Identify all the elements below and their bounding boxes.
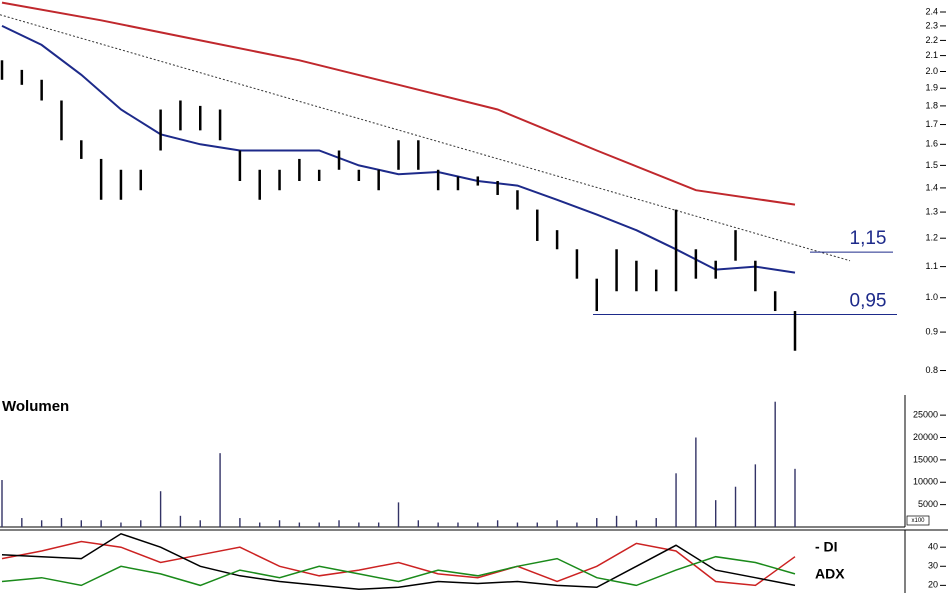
- volume-bar: [437, 522, 439, 527]
- y-tick-label: 1.4: [925, 182, 938, 192]
- volume-bar: [635, 520, 638, 527]
- volume-bar: [536, 522, 538, 527]
- volume-bar: [60, 518, 63, 527]
- volume-bar: [1, 480, 3, 527]
- volume-bar: [496, 520, 499, 527]
- volume-bar: [774, 401, 776, 527]
- y-tick-label: 1.2: [925, 233, 938, 243]
- volume-bar: [715, 500, 717, 527]
- y-tick-label: 5000: [918, 499, 938, 509]
- y-tick-label: 10000: [913, 477, 938, 487]
- unit-box: [906, 515, 930, 526]
- volume-bar: [596, 518, 598, 527]
- volume-bar: [358, 522, 360, 527]
- volume-bar: [695, 437, 697, 527]
- y-tick-label: 15000: [913, 454, 938, 464]
- y-tick-label: 0.8: [925, 365, 938, 375]
- y-tick-label: 1.3: [925, 206, 938, 216]
- y-tick-label: 2.4: [925, 6, 938, 16]
- volume-bar: [754, 464, 757, 527]
- y-tick-label: 25000: [913, 410, 938, 420]
- y-tick-label: 1.5: [925, 160, 938, 170]
- volume-bar: [377, 522, 380, 527]
- volume-bar: [80, 520, 82, 527]
- volume-bar: [298, 522, 301, 527]
- volume-bar: [159, 491, 162, 527]
- y-tick-label: 1.8: [925, 100, 938, 110]
- volume-bar: [40, 520, 43, 527]
- volume-bar: [120, 522, 122, 527]
- volume-bar: [516, 522, 519, 527]
- volume-bar: [140, 520, 142, 527]
- volume-bar: [477, 522, 479, 527]
- y-tick-label: 2.0: [925, 66, 938, 76]
- volume-bar: [100, 520, 102, 527]
- y-tick-label: 2.3: [925, 20, 938, 30]
- volume-bar: [278, 520, 281, 527]
- volume-bar: [219, 453, 221, 527]
- volume-bar: [794, 468, 796, 527]
- volume-bar: [457, 522, 459, 527]
- y-tick-label: 1.7: [925, 119, 938, 129]
- y-tick-label: 20: [928, 580, 938, 590]
- y-tick-label: 2.2: [925, 35, 938, 45]
- y-tick-label: 30: [928, 561, 938, 571]
- y-tick-label: 1.0: [925, 292, 938, 302]
- legend-label: ADX: [815, 566, 845, 582]
- volume-bar: [734, 486, 737, 527]
- volume-bar: [259, 522, 261, 527]
- y-tick-label: 20000: [913, 432, 938, 442]
- volume-bar: [576, 522, 578, 527]
- volume-bar: [615, 515, 618, 527]
- moving-average: [1, 24, 796, 274]
- volume-bar: [397, 502, 400, 527]
- y-tick-label: 1.9: [925, 83, 938, 93]
- level-label: 1,15: [850, 228, 887, 249]
- indicator-line: [1, 555, 796, 587]
- panel-title: Wolumen: [2, 398, 69, 415]
- y-tick-label: 0.9: [925, 326, 938, 336]
- volume-bar: [655, 518, 657, 527]
- indicator-line: [1, 540, 796, 587]
- volume-bar: [318, 522, 320, 527]
- y-tick-label: 2.1: [925, 50, 938, 60]
- legend-label: - DI: [815, 539, 838, 555]
- volume-bar: [21, 518, 23, 527]
- trend-line: [0, 14, 851, 262]
- moving-average: [1, 1, 796, 206]
- y-tick-label: 1.6: [925, 139, 938, 149]
- volume-bar: [338, 520, 340, 527]
- unit-label: x100: [911, 518, 925, 524]
- volume-bar: [556, 520, 558, 527]
- volume-bar: [179, 515, 182, 527]
- volume-bar: [199, 520, 201, 527]
- y-tick-label: 40: [928, 542, 938, 552]
- volume-bar: [675, 473, 677, 527]
- indicator-line: [1, 532, 796, 590]
- level-label: 0,95: [850, 290, 887, 311]
- volume-bar: [239, 518, 241, 527]
- y-tick-label: 1.1: [925, 261, 938, 271]
- volume-bar: [417, 520, 420, 527]
